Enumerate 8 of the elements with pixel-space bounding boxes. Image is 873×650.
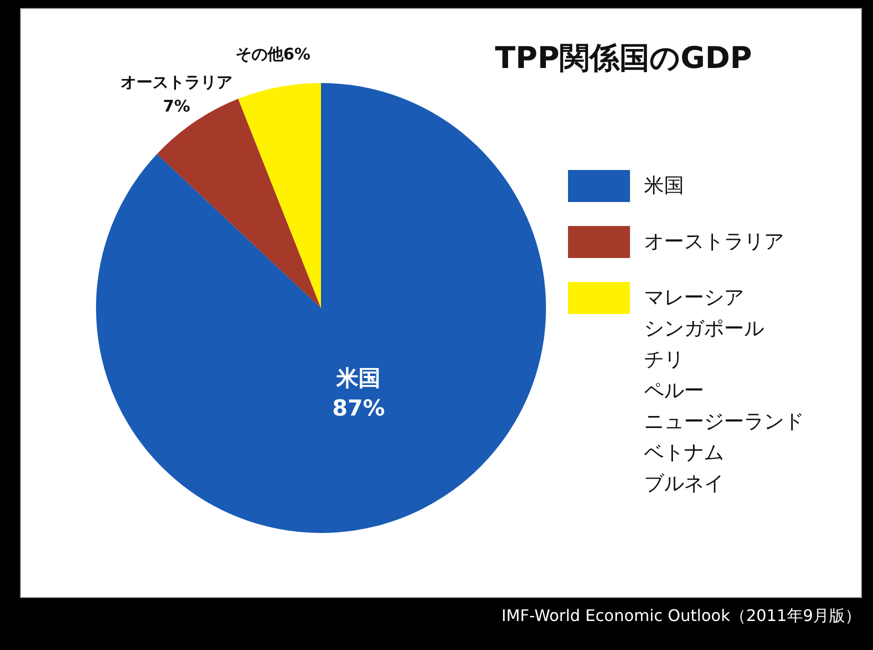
legend-label: マレーシアシンガポールチリペルーニュージーランドベトナムブルネイ: [644, 284, 804, 497]
data-label: 米国 87%: [332, 366, 385, 422]
chart-title: TPP関係国のGDP: [495, 40, 752, 78]
data-label: その他6%: [235, 44, 310, 64]
text: IMF-World Economic Outlook（2011年9月版）: [501, 606, 861, 627]
legend-label: オーストラリア: [644, 228, 784, 255]
legend-label: 米国: [644, 172, 684, 199]
data-label: オーストラリア 7%: [120, 72, 233, 116]
